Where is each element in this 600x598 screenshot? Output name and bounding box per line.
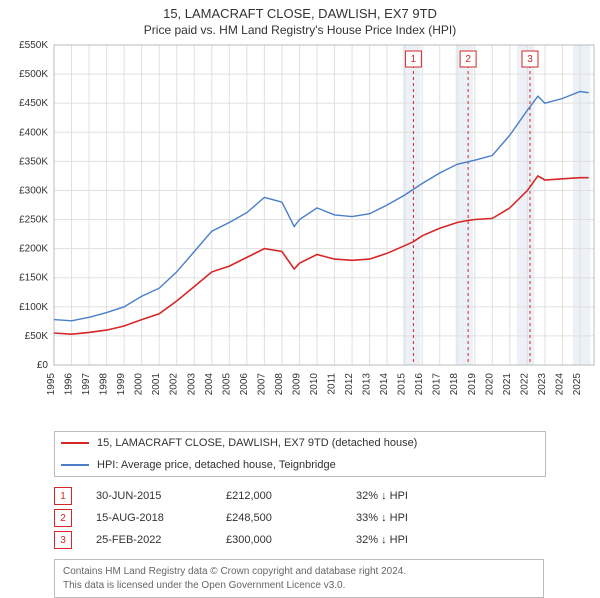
svg-text:2019: 2019 (467, 373, 478, 396)
svg-text:1996: 1996 (64, 373, 75, 396)
sales-row: 2 15-AUG-2018£248,50033% ↓ HPI (54, 507, 544, 529)
svg-text:1999: 1999 (116, 373, 127, 396)
footer-note: Contains HM Land Registry data © Crown c… (54, 559, 544, 598)
svg-text:2024: 2024 (554, 373, 565, 396)
legend: 15, LAMACRAFT CLOSE, DAWLISH, EX7 9TD (d… (54, 431, 546, 477)
sales-row: 3 25-FEB-2022£300,00032% ↓ HPI (54, 529, 544, 551)
sale-delta: 32% ↓ HPI (356, 534, 506, 546)
svg-text:2017: 2017 (432, 373, 443, 396)
legend-swatch-red (61, 442, 89, 444)
svg-text:£450K: £450K (19, 98, 48, 109)
svg-text:2001: 2001 (151, 373, 162, 396)
svg-text:1997: 1997 (81, 373, 92, 396)
svg-text:2015: 2015 (397, 373, 408, 396)
legend-item: HPI: Average price, detached house, Teig… (55, 454, 545, 476)
svg-text:£300K: £300K (19, 185, 48, 196)
svg-text:£500K: £500K (19, 69, 48, 80)
svg-text:2005: 2005 (221, 373, 232, 396)
svg-text:2013: 2013 (362, 373, 373, 396)
sale-marker: 2 (54, 509, 72, 527)
legend-label: HPI: Average price, detached house, Teig… (97, 459, 336, 471)
svg-text:1998: 1998 (99, 373, 110, 396)
chart-title: 15, LAMACRAFT CLOSE, DAWLISH, EX7 9TD (0, 0, 600, 21)
svg-text:2010: 2010 (309, 373, 320, 396)
svg-text:2020: 2020 (484, 373, 495, 396)
chart-area: £0 £50K £100K £150K £200K £250K £300K £350K £400… (0, 41, 600, 425)
svg-text:3: 3 (527, 54, 533, 65)
chart-svg: £0 £50K £100K £150K £200K £250K £300K £350K £400… (0, 41, 600, 425)
svg-text:2007: 2007 (256, 373, 267, 396)
svg-text:2025: 2025 (572, 373, 583, 396)
svg-text:2004: 2004 (204, 373, 215, 396)
svg-text:2003: 2003 (186, 373, 197, 396)
footer-line: Contains HM Land Registry data © Crown c… (63, 565, 535, 579)
sale-price: £248,500 (226, 512, 356, 524)
svg-text:£100K: £100K (19, 302, 48, 313)
svg-text:£550K: £550K (19, 41, 48, 51)
sale-marker: 1 (54, 487, 72, 505)
legend-swatch-blue (61, 464, 89, 466)
sale-marker: 3 (54, 531, 72, 549)
svg-text:2012: 2012 (344, 373, 355, 396)
svg-text:2008: 2008 (274, 373, 285, 396)
svg-text:£400K: £400K (19, 127, 48, 138)
legend-item: 15, LAMACRAFT CLOSE, DAWLISH, EX7 9TD (d… (55, 432, 545, 454)
svg-text:2000: 2000 (134, 373, 145, 396)
sale-date: 30-JUN-2015 (96, 490, 226, 502)
svg-text:2011: 2011 (327, 373, 338, 395)
svg-text:£0: £0 (37, 360, 49, 371)
sale-delta: 33% ↓ HPI (356, 512, 506, 524)
sale-price: £212,000 (226, 490, 356, 502)
svg-text:1995: 1995 (46, 373, 57, 396)
sales-row: 1 30-JUN-2015£212,00032% ↓ HPI (54, 485, 544, 507)
svg-text:£50K: £50K (25, 331, 49, 342)
sales-table: 130-JUN-2015£212,00032% ↓ HPI215-AUG-201… (54, 485, 544, 551)
svg-text:2006: 2006 (239, 373, 250, 396)
chart-subtitle: Price paid vs. HM Land Registry's House … (0, 21, 600, 41)
svg-text:2002: 2002 (169, 373, 180, 396)
svg-text:2016: 2016 (414, 373, 425, 396)
sale-delta: 32% ↓ HPI (356, 490, 506, 502)
svg-text:£200K: £200K (19, 244, 48, 255)
svg-text:2009: 2009 (291, 373, 302, 396)
sale-price: £300,000 (226, 534, 356, 546)
svg-text:2023: 2023 (537, 373, 548, 396)
sale-date: 15-AUG-2018 (96, 512, 226, 524)
svg-text:£250K: £250K (19, 215, 48, 226)
svg-text:£350K: £350K (19, 156, 48, 167)
svg-text:2: 2 (465, 54, 471, 65)
svg-text:1: 1 (411, 54, 417, 65)
svg-text:2014: 2014 (379, 373, 390, 396)
svg-text:£150K: £150K (19, 273, 48, 284)
svg-text:2018: 2018 (449, 373, 460, 396)
legend-label: 15, LAMACRAFT CLOSE, DAWLISH, EX7 9TD (d… (97, 437, 417, 449)
sale-date: 25-FEB-2022 (96, 534, 226, 546)
svg-text:2022: 2022 (519, 373, 530, 396)
svg-text:2021: 2021 (502, 373, 513, 396)
